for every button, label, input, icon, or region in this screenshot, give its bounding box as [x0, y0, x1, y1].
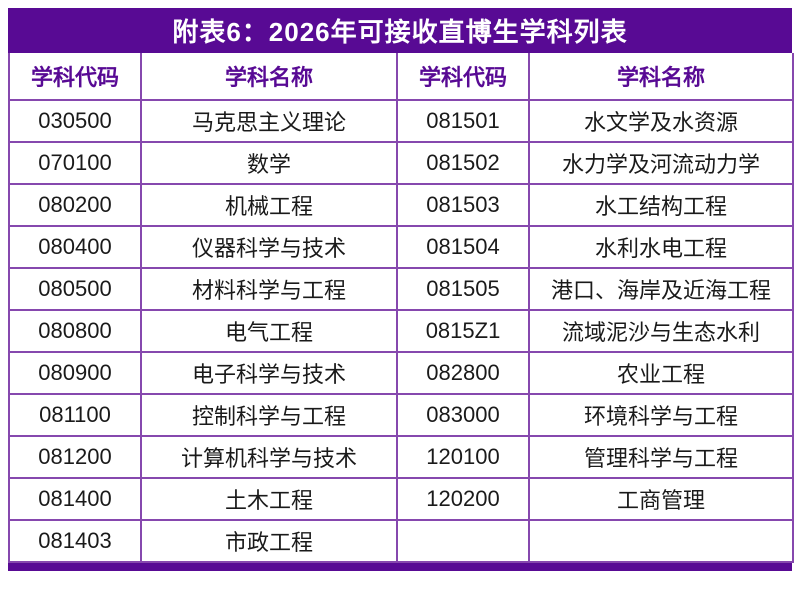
name-cell: 水利水电工程 [528, 225, 794, 269]
table-row: 081100 控制科学与工程 083000 环境科学与工程 [8, 393, 794, 437]
code-cell: 080900 [8, 351, 142, 395]
header-name-left: 学科名称 [140, 53, 398, 101]
code-cell: 120200 [396, 477, 530, 521]
name-cell: 仪器科学与技术 [140, 225, 398, 269]
table-row: 081400 土木工程 120200 工商管理 [8, 477, 794, 521]
code-cell: 080400 [8, 225, 142, 269]
table-body: 030500 马克思主义理论 081501 水文学及水资源 070100 数学 081502… [8, 99, 794, 563]
table-row: 080800 电气工程 0815Z1 流域泥沙与生态水利 [8, 309, 794, 353]
code-cell: 0815Z1 [396, 309, 530, 353]
subject-table: 学科代码 学科名称 学科代码 学科名称 030500 马克思主义理论 081501 水… [8, 53, 794, 563]
name-cell: 机械工程 [140, 183, 398, 227]
name-cell: 市政工程 [140, 519, 398, 563]
table-row: 080900 电子科学与技术 082800 农业工程 [8, 351, 794, 395]
code-cell: 070100 [8, 141, 142, 185]
name-cell: 工商管理 [528, 477, 794, 521]
code-cell: 081403 [8, 519, 142, 563]
header-name-right: 学科名称 [528, 53, 794, 101]
name-cell: 控制科学与工程 [140, 393, 398, 437]
table-title: 附表6：2026年可接收直博生学科列表 [172, 17, 628, 47]
name-cell: 流域泥沙与生态水利 [528, 309, 794, 353]
code-cell: 081505 [396, 267, 530, 311]
code-cell: 082800 [396, 351, 530, 395]
name-cell: 水工结构工程 [528, 183, 794, 227]
name-cell: 环境科学与工程 [528, 393, 794, 437]
header-code-right: 学科代码 [396, 53, 530, 101]
bottom-accent-bar [8, 563, 792, 571]
table-row: 070100 数学 081502 水力学及河流动力学 [8, 141, 794, 185]
code-cell: 030500 [8, 99, 142, 143]
code-cell: 080800 [8, 309, 142, 353]
name-cell: 马克思主义理论 [140, 99, 398, 143]
code-cell: 081100 [8, 393, 142, 437]
table-row: 081403 市政工程 [8, 519, 794, 563]
table-title-bar: 附表6：2026年可接收直博生学科列表 [8, 8, 792, 53]
header-row: 学科代码 学科名称 学科代码 学科名称 [8, 53, 794, 101]
header-code-left: 学科代码 [8, 53, 142, 101]
name-cell [528, 519, 794, 563]
name-cell: 数学 [140, 141, 398, 185]
code-cell: 081501 [396, 99, 530, 143]
name-cell: 土木工程 [140, 477, 398, 521]
name-cell: 水力学及河流动力学 [528, 141, 794, 185]
code-cell: 081503 [396, 183, 530, 227]
table-header-row-group: 学科代码 学科名称 学科代码 学科名称 [8, 53, 794, 101]
table-row: 080400 仪器科学与技术 081504 水利水电工程 [8, 225, 794, 269]
name-cell: 管理科学与工程 [528, 435, 794, 479]
name-cell: 电气工程 [140, 309, 398, 353]
name-cell: 港口、海岸及近海工程 [528, 267, 794, 311]
table-row: 030500 马克思主义理论 081501 水文学及水资源 [8, 99, 794, 143]
table-row: 081200 计算机科学与技术 120100 管理科学与工程 [8, 435, 794, 479]
name-cell: 电子科学与技术 [140, 351, 398, 395]
code-cell: 080500 [8, 267, 142, 311]
code-cell: 081200 [8, 435, 142, 479]
code-cell: 081400 [8, 477, 142, 521]
name-cell: 计算机科学与技术 [140, 435, 398, 479]
name-cell: 水文学及水资源 [528, 99, 794, 143]
name-cell: 农业工程 [528, 351, 794, 395]
code-cell: 120100 [396, 435, 530, 479]
code-cell: 081502 [396, 141, 530, 185]
code-cell: 080200 [8, 183, 142, 227]
table-row: 080500 材料科学与工程 081505 港口、海岸及近海工程 [8, 267, 794, 311]
code-cell: 083000 [396, 393, 530, 437]
name-cell: 材料科学与工程 [140, 267, 398, 311]
code-cell: 081504 [396, 225, 530, 269]
code-cell [396, 519, 530, 563]
table-row: 080200 机械工程 081503 水工结构工程 [8, 183, 794, 227]
